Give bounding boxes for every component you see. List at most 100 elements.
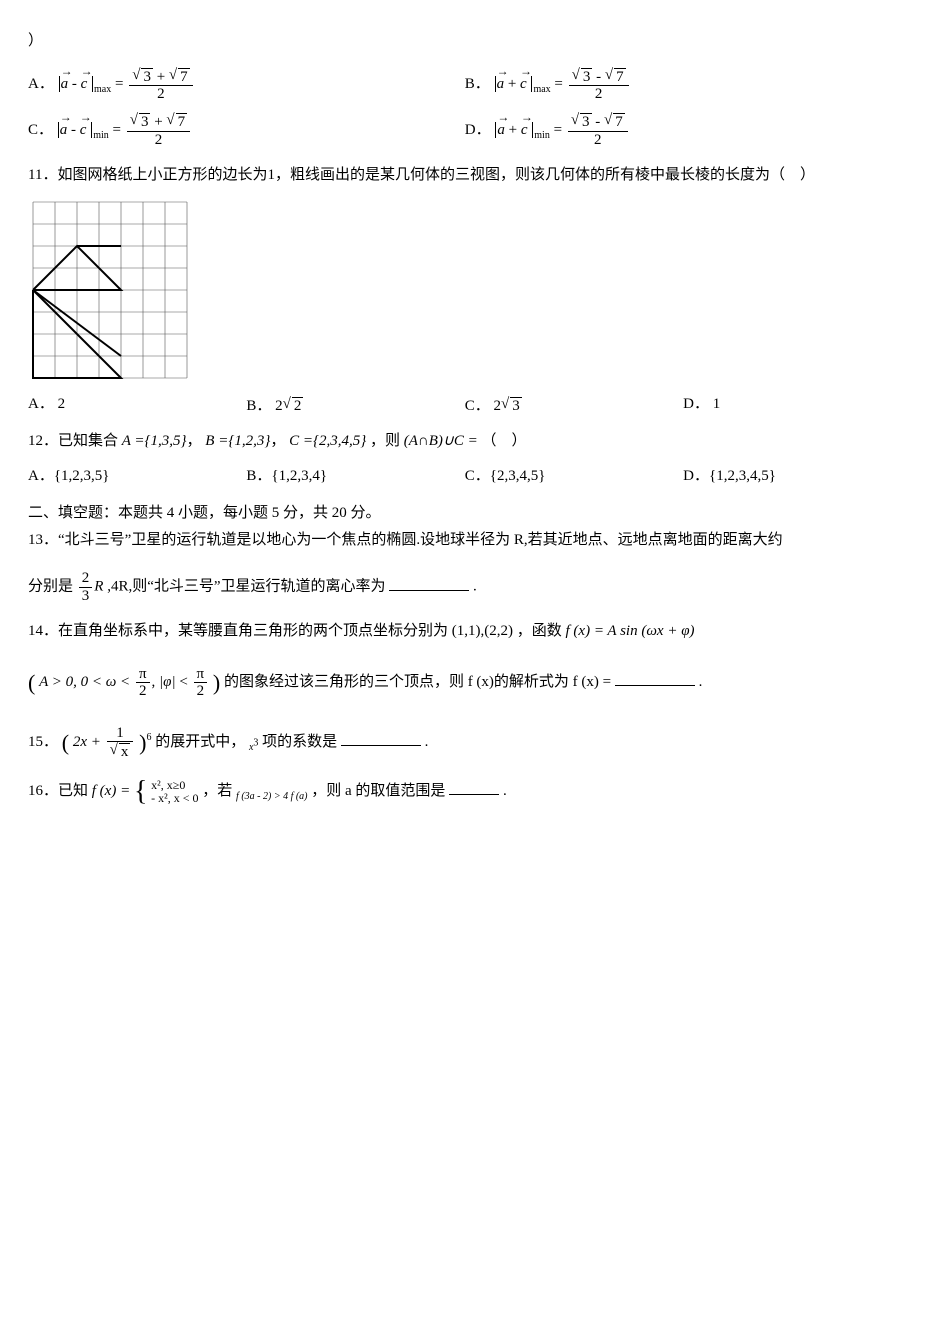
tail: ，则 a 的取值范围是 bbox=[311, 783, 445, 799]
arrow-icon: → bbox=[81, 61, 88, 83]
vec-c: →c bbox=[80, 109, 87, 144]
vec-a: →a bbox=[60, 109, 68, 144]
opt-label: B． bbox=[465, 76, 490, 92]
blank-input[interactable] bbox=[341, 730, 421, 746]
lparen-icon: ( bbox=[28, 670, 35, 695]
bot: - x², x < 0 bbox=[151, 792, 198, 805]
label: 15． bbox=[28, 734, 58, 750]
pre: 12．已知集合 bbox=[28, 433, 118, 449]
q10-opt-c: C． →a - →c min = √3 + √7 2 bbox=[28, 109, 465, 149]
rad: 2 bbox=[292, 397, 304, 414]
rad-b: 7 bbox=[614, 68, 626, 85]
blank-input[interactable] bbox=[389, 575, 469, 591]
rad-a: 3 bbox=[580, 113, 592, 130]
abs-expr: →a - →c bbox=[58, 122, 92, 138]
den: 2 bbox=[129, 86, 192, 103]
cond: f (3a - 2) > 4 f (a) bbox=[236, 791, 307, 802]
vec-a: →a bbox=[497, 63, 505, 98]
q11-opt-c: C． 2√3 bbox=[465, 391, 683, 420]
sub: min bbox=[93, 130, 109, 141]
period: . bbox=[503, 783, 507, 799]
section2-header: 二、填空题：本题共 4 小题，每小题 5 分，共 20 分。 bbox=[28, 500, 938, 527]
rad-b: 7 bbox=[178, 68, 190, 85]
frac: √3 - √7 2 bbox=[568, 112, 628, 148]
blank-input[interactable] bbox=[449, 779, 499, 795]
den: 2 bbox=[569, 86, 629, 103]
num: √3 + √7 bbox=[129, 67, 192, 87]
coef: 2 bbox=[275, 398, 283, 414]
vec-c: →c bbox=[521, 109, 528, 144]
mid: ,4R,则“北斗三号”卫星运行轨道的离心率为 bbox=[107, 579, 385, 595]
rad-a: 3 bbox=[139, 113, 151, 130]
num: 2 bbox=[79, 570, 93, 588]
q14-line1: 14．在直角坐标系中，某等腰直角三角形的两个顶点坐标分别为 (1,1),(2,2… bbox=[28, 618, 938, 645]
tail: （ ） bbox=[482, 433, 527, 449]
q10-close-paren: ） bbox=[28, 28, 938, 55]
q12-opt-b: B．{1,2,3,4} bbox=[246, 463, 464, 490]
q11-opt-a: A． 2 bbox=[28, 391, 246, 420]
piecewise: x², x≥0 - x², x < 0 bbox=[151, 779, 198, 805]
opt-label: C． bbox=[28, 122, 53, 138]
frac: √3 + √7 2 bbox=[127, 112, 190, 148]
pre: 分别是 bbox=[28, 579, 73, 595]
comma: ， bbox=[187, 433, 202, 449]
q11-grid-figure bbox=[28, 197, 192, 383]
top: x², x≥0 bbox=[151, 779, 198, 792]
q12-opt-a: A．{1,2,3,5} bbox=[28, 463, 246, 490]
q10-opt-d: D． →a + →c min = √3 - √7 2 bbox=[465, 109, 902, 149]
q11-options: A． 2 B． 2√2 C． 2√3 D． 1 bbox=[28, 391, 938, 420]
opt-label: A． bbox=[28, 76, 54, 92]
sign: + bbox=[154, 114, 162, 130]
q10-opt-b: B． →a + →c max = √3 - √7 2 bbox=[465, 63, 902, 103]
sign: + bbox=[157, 69, 165, 85]
tail: 的图象经过该三角形的三个顶点，则 f (x)的解析式为 f (x) = bbox=[224, 674, 611, 690]
rad-a: 3 bbox=[141, 68, 153, 85]
pre: 14．在直角坐标系中，某等腰直角三角形的两个顶点坐标分别为 bbox=[28, 623, 448, 639]
set-b: B ={1,2,3} bbox=[205, 433, 270, 449]
set-a: A ={1,3,5} bbox=[122, 433, 187, 449]
frac: 2 3 bbox=[79, 570, 93, 604]
q13-stem2: 分别是 2 3 R ,4R,则“北斗三号”卫星运行轨道的离心率为 . bbox=[28, 570, 938, 604]
tail: 项的系数是 bbox=[262, 734, 337, 750]
frac-pi2a: π2 bbox=[136, 666, 150, 700]
sqx: x bbox=[119, 743, 131, 760]
label: 16．已知 bbox=[28, 783, 88, 799]
arrow-icon: → bbox=[60, 107, 68, 129]
opt-label: A． bbox=[28, 396, 54, 412]
val: {1,2,3,4} bbox=[271, 468, 327, 484]
pi: π bbox=[136, 666, 150, 684]
period: . bbox=[425, 734, 429, 750]
frac: 1 √x bbox=[107, 725, 134, 761]
frac-pi2b: π2 bbox=[194, 666, 208, 700]
period: . bbox=[473, 579, 477, 595]
den: 2 bbox=[127, 132, 190, 149]
pi: π bbox=[194, 666, 208, 684]
q12-stem: 12．已知集合 A ={1,3,5}， B ={1,2,3}， C ={2,3,… bbox=[28, 428, 938, 455]
opt-label: D． bbox=[683, 468, 709, 484]
rad-b: 7 bbox=[176, 113, 188, 130]
val: 1 bbox=[713, 396, 721, 412]
num: √3 - √7 bbox=[568, 112, 628, 132]
sub: max bbox=[533, 84, 550, 95]
opt-label: C． bbox=[465, 468, 490, 484]
blank-input[interactable] bbox=[615, 670, 695, 686]
arrow-icon: → bbox=[520, 61, 527, 83]
mid: ，若 bbox=[202, 783, 232, 799]
opt-label: C． bbox=[465, 398, 490, 414]
lt: < bbox=[179, 674, 187, 690]
q13-stem1: 13．“北斗三号”卫星的运行轨道是以地心为一个焦点的椭圆.设地球半径为 R,若其… bbox=[28, 527, 938, 554]
q14-line2: ( A > 0, 0 < ω < π2, |φ| < π2 ) 的图象经过该三角… bbox=[28, 663, 938, 703]
op: - bbox=[71, 122, 76, 138]
num: √3 - √7 bbox=[569, 67, 629, 87]
q16: 16．已知 f (x) = { x², x≥0 - x², x < 0 ，若 f… bbox=[28, 778, 938, 806]
q11-opt-b: B． 2√2 bbox=[246, 391, 464, 420]
pts: (1,1),(2,2) bbox=[452, 623, 513, 639]
arrow-icon: → bbox=[497, 61, 505, 83]
cond: A > 0, 0 < ω < bbox=[39, 674, 130, 690]
two: 2 bbox=[194, 683, 208, 700]
num: 1 bbox=[107, 725, 134, 743]
den: 2 bbox=[568, 132, 628, 149]
sign: - bbox=[595, 114, 600, 130]
arrow-icon: → bbox=[521, 107, 528, 129]
expr: (A∩B)∪C = bbox=[404, 433, 478, 449]
